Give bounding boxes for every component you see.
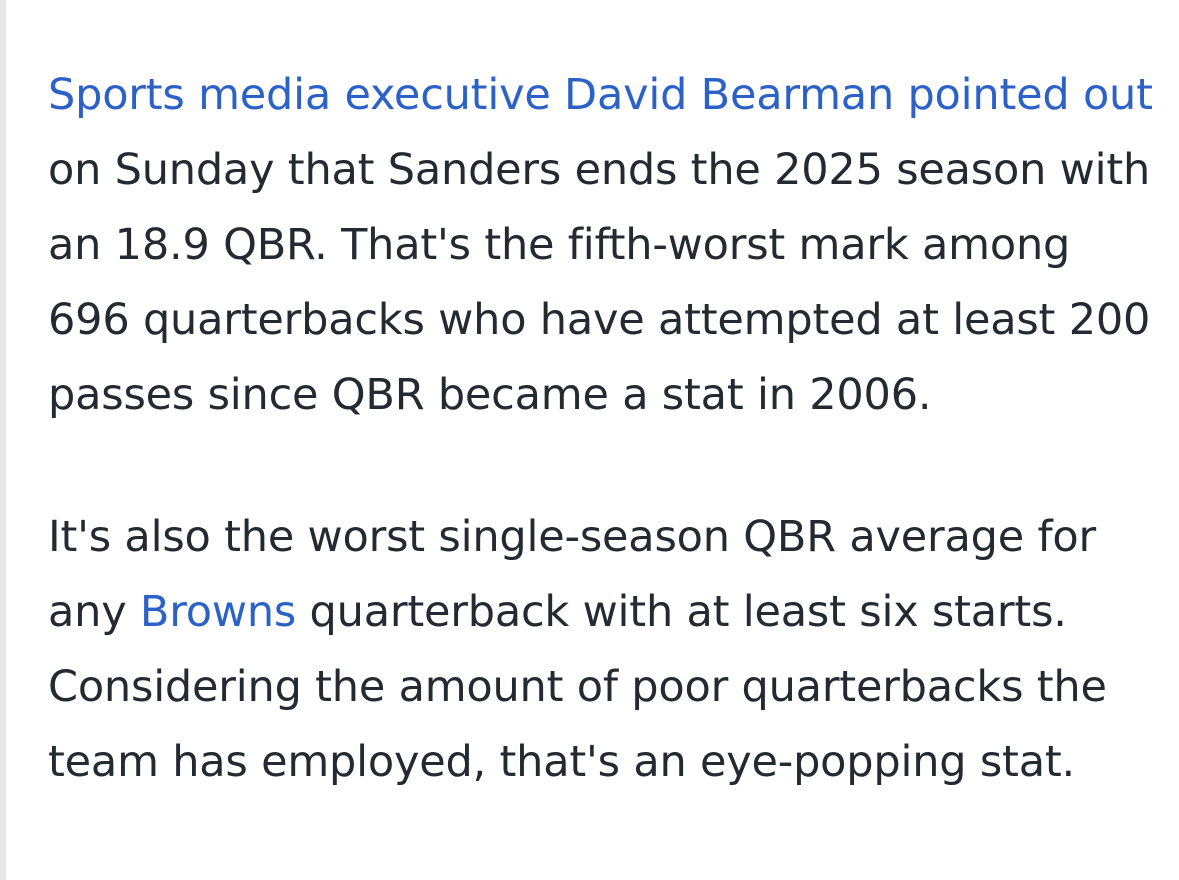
page-edge-divider xyxy=(0,0,6,880)
paragraph-browns-qbr: It's also the worst single-season QBR av… xyxy=(48,500,1158,800)
paragraph-2-text-before: It's also the worst single-season QBR av… xyxy=(48,512,1097,637)
paragraph-bearman-qbr: Sports media executive David Bearman poi… xyxy=(48,58,1158,433)
paragraph-2-text-after: quarterback with at least six starts. Co… xyxy=(48,587,1107,787)
link-david-bearman[interactable]: Sports media executive David Bearman poi… xyxy=(48,70,1153,120)
article-body: Sports media executive David Bearman poi… xyxy=(48,58,1158,800)
link-browns[interactable]: Browns xyxy=(139,587,297,637)
paragraph-1-text: on Sunday that Sanders ends the 2025 sea… xyxy=(48,145,1151,420)
